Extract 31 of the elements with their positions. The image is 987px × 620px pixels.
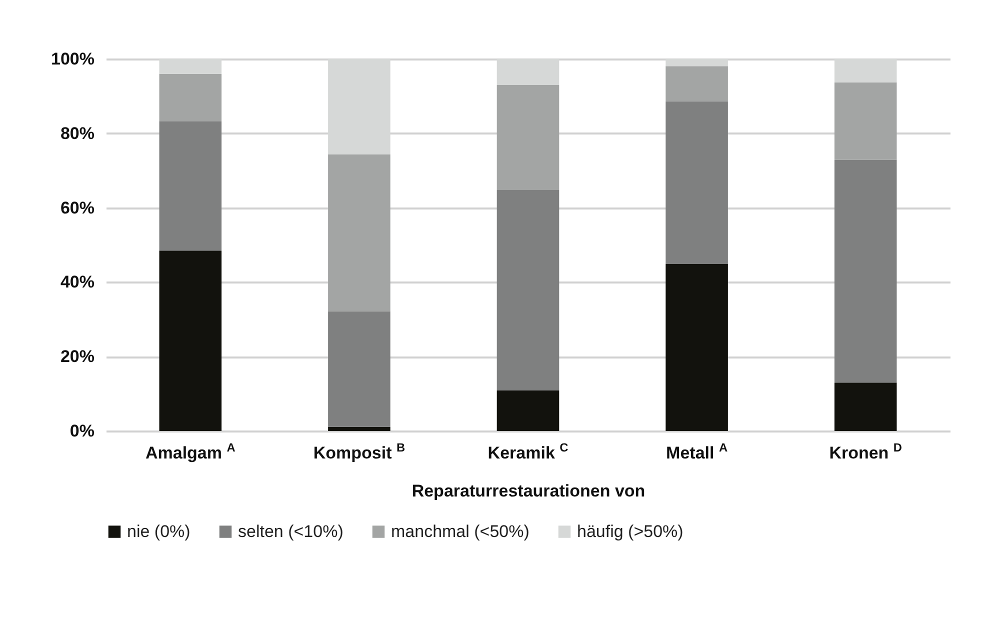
bar <box>328 426 390 431</box>
bar <box>496 190 560 390</box>
bar <box>159 121 222 251</box>
y-tick-label: 100% <box>51 50 94 68</box>
x-axis-title: Reparaturrestaurationen von <box>412 482 646 500</box>
legend-label: selten (<10%) <box>238 522 344 541</box>
bar <box>666 101 728 264</box>
bar <box>834 382 897 431</box>
bar <box>666 264 728 431</box>
bar <box>666 66 728 102</box>
y-tick-label: 0% <box>70 422 94 440</box>
y-tick-label: 40% <box>60 272 94 292</box>
x-tick-label: Kronen $^{D}$ <box>829 440 902 462</box>
x-tick-label: Metall $^{A}$ <box>666 440 728 462</box>
x-tick-label: Amalgam $^{A}$ <box>145 440 236 462</box>
legend-label: nie (0%) <box>127 522 190 541</box>
bar <box>834 160 897 383</box>
bar <box>159 74 222 122</box>
bar <box>834 82 897 160</box>
x-tick-label: Komposit $^{B}$ <box>313 440 406 462</box>
y-tick-label: 80% <box>60 124 94 143</box>
legend-label: manchmal (<50%) <box>391 522 530 541</box>
bar <box>328 154 390 312</box>
y-tick-label: 60% <box>60 198 94 218</box>
bar <box>496 85 560 190</box>
bar <box>328 311 390 427</box>
y-tick-label: 20% <box>60 347 94 366</box>
legend-label: häufig (>50%) <box>577 522 684 541</box>
bar <box>159 250 222 431</box>
x-tick-label: Keramik $^{C}$ <box>488 440 569 462</box>
bar <box>496 390 560 431</box>
